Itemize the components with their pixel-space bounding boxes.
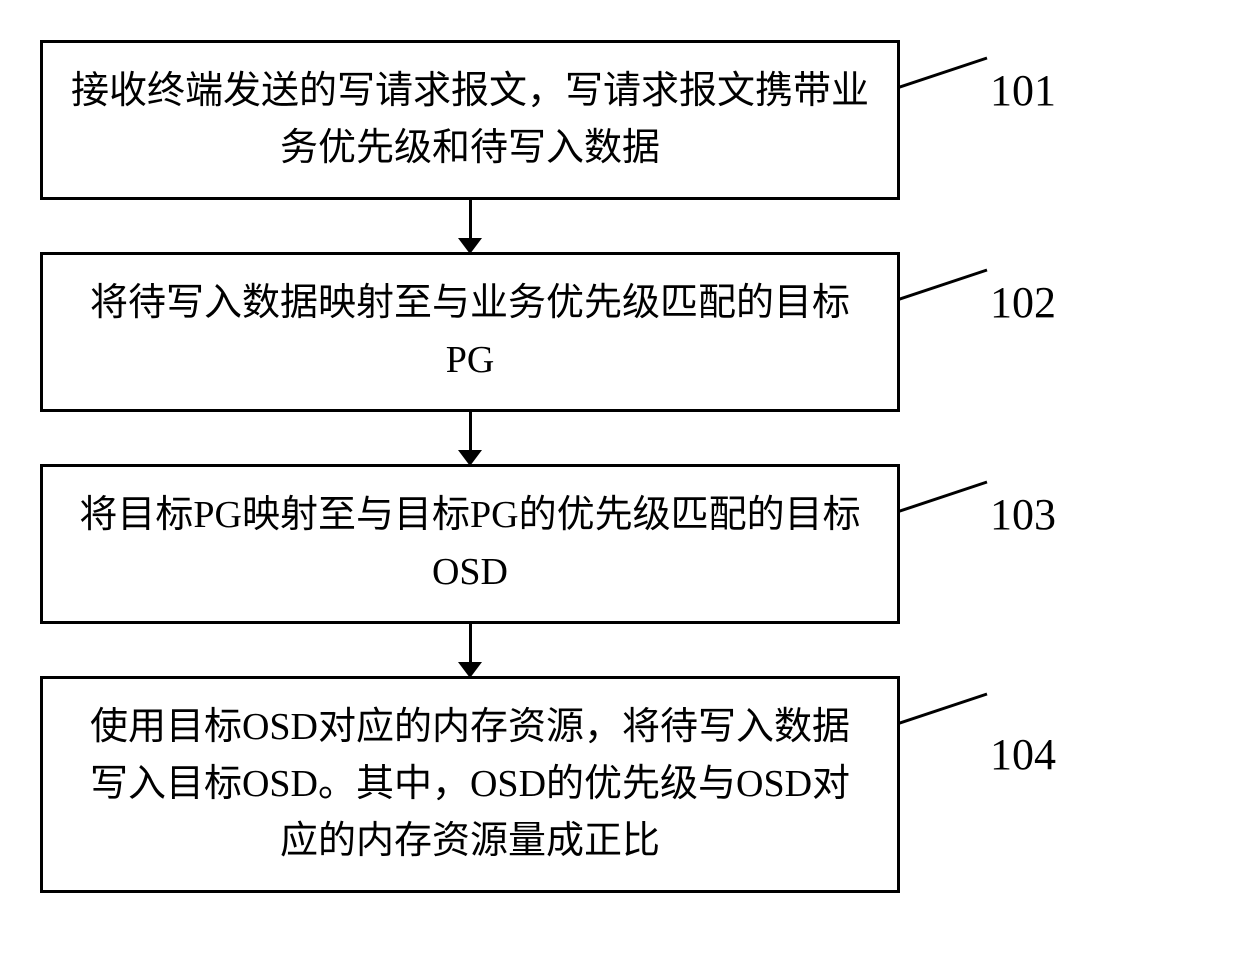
step-label-3: 103 — [990, 489, 1056, 540]
step-label-1: 101 — [990, 65, 1056, 116]
connector-line-2 — [897, 265, 992, 305]
connector-line-1 — [897, 53, 992, 93]
arrow-line-1 — [469, 200, 472, 240]
connector-line-3 — [897, 477, 992, 517]
connector-line-4 — [897, 689, 992, 729]
step-text-2: 将待写入数据映射至与业务优先级匹配的目标PG — [90, 282, 850, 381]
arrow-1 — [40, 200, 900, 252]
arrow-line-2 — [469, 412, 472, 452]
step-text-1: 接收终端发送的写请求报文，写请求报文携带业务优先级和待写入数据 — [71, 70, 869, 169]
step-row-2: 将待写入数据映射至与业务优先级匹配的目标PG 102 — [40, 252, 1200, 412]
step-text-4: 使用目标OSD对应的内存资源，将待写入数据写入目标OSD。其中，OSD的优先级与… — [90, 706, 850, 862]
step-label-2: 102 — [990, 277, 1056, 328]
arrow-3 — [40, 624, 900, 676]
step-row-3: 将目标PG映射至与目标PG的优先级匹配的目标OSD 103 — [40, 464, 1200, 624]
flowchart-container: 接收终端发送的写请求报文，写请求报文携带业务优先级和待写入数据 101 将待写入… — [40, 40, 1200, 893]
step-label-4: 104 — [990, 729, 1056, 780]
step-box-2: 将待写入数据映射至与业务优先级匹配的目标PG — [40, 252, 900, 412]
step-box-4: 使用目标OSD对应的内存资源，将待写入数据写入目标OSD。其中，OSD的优先级与… — [40, 676, 900, 893]
arrow-line-3 — [469, 624, 472, 664]
step-row-1: 接收终端发送的写请求报文，写请求报文携带业务优先级和待写入数据 101 — [40, 40, 1200, 200]
step-text-3: 将目标PG映射至与目标PG的优先级匹配的目标OSD — [79, 494, 860, 593]
arrow-2 — [40, 412, 900, 464]
step-row-4: 使用目标OSD对应的内存资源，将待写入数据写入目标OSD。其中，OSD的优先级与… — [40, 676, 1200, 893]
step-box-3: 将目标PG映射至与目标PG的优先级匹配的目标OSD — [40, 464, 900, 624]
step-box-1: 接收终端发送的写请求报文，写请求报文携带业务优先级和待写入数据 — [40, 40, 900, 200]
